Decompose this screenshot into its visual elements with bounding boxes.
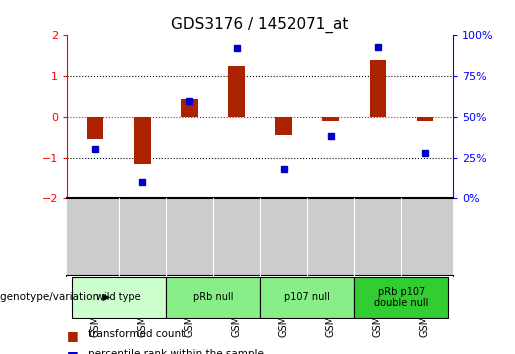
Text: transformed count: transformed count: [88, 329, 185, 339]
Bar: [417, 117, 433, 121]
Text: wild type: wild type: [96, 292, 141, 302]
Bar: [228, 66, 245, 117]
Text: pRb null: pRb null: [193, 292, 233, 302]
FancyBboxPatch shape: [166, 277, 260, 318]
Text: pRb p107
double null: pRb p107 double null: [374, 286, 428, 308]
Bar: [370, 60, 386, 117]
Text: genotype/variation ▶: genotype/variation ▶: [0, 292, 110, 302]
Bar: [87, 117, 104, 139]
Bar: [181, 98, 198, 117]
Title: GDS3176 / 1452071_at: GDS3176 / 1452071_at: [171, 16, 349, 33]
FancyBboxPatch shape: [72, 277, 166, 318]
Text: percentile rank within the sample: percentile rank within the sample: [88, 349, 264, 354]
Bar: [322, 117, 339, 121]
Text: p107 null: p107 null: [284, 292, 330, 302]
Text: ■: ■: [67, 329, 79, 342]
Bar: [134, 117, 150, 164]
FancyBboxPatch shape: [260, 277, 354, 318]
FancyBboxPatch shape: [354, 277, 449, 318]
Bar: [276, 117, 292, 135]
Text: ■: ■: [67, 349, 79, 354]
